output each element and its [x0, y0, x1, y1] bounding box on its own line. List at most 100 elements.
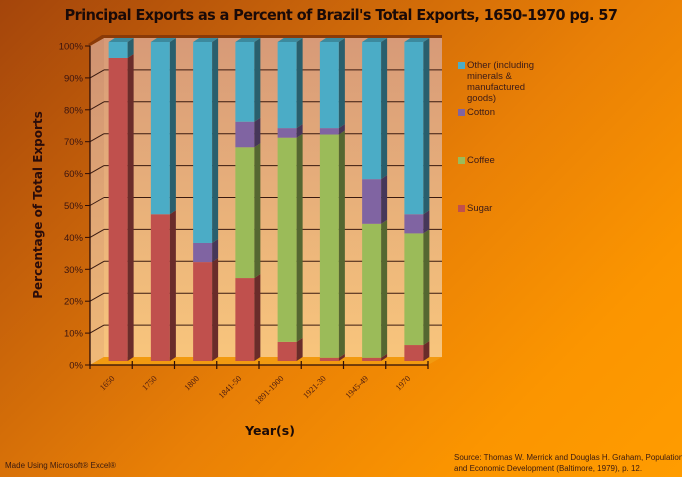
x-tick-label: 1891-1900	[252, 373, 285, 406]
legend-label-sugar: Sugar	[467, 203, 493, 214]
bar-side-cotton	[212, 238, 219, 263]
y-tick-label: 60%	[64, 169, 84, 180]
x-tick-label: 1650	[97, 373, 116, 392]
y-tick-label: 100%	[59, 42, 84, 53]
bar-segment-other	[150, 42, 170, 215]
bar-segment-sugar	[362, 357, 382, 361]
bar-segment-sugar	[193, 262, 213, 361]
bar-side-other	[338, 38, 345, 129]
gridline-side	[89, 101, 105, 111]
bar-side-other	[127, 38, 134, 58]
bar-side-coffee	[423, 229, 430, 346]
bar-segment-cotton	[319, 128, 339, 135]
plot-top-rim	[88, 35, 442, 46]
plot-floor	[90, 357, 442, 365]
source-note: Source: Thomas W. Merrick and Douglas H.…	[454, 452, 682, 474]
bar-segment-cotton	[362, 179, 382, 224]
x-tick-label: 1841-50	[216, 373, 243, 400]
x-tick-label: 1750	[140, 373, 159, 392]
bar-segment-sugar	[150, 214, 170, 361]
y-tick-label: 20%	[64, 297, 84, 308]
source-line-1: Source: Thomas W. Merrick and Douglas H.…	[454, 453, 682, 462]
bar-segment-other	[108, 42, 128, 58]
bar-1891-1900	[277, 38, 303, 361]
bar-segment-other	[235, 42, 255, 122]
y-tick-label: 50%	[64, 201, 84, 212]
bar-side-other	[296, 38, 303, 129]
bar-segment-sugar	[235, 278, 255, 361]
bar-segment-other	[193, 42, 213, 243]
bar-side-sugar	[169, 210, 176, 361]
x-tick-label: 1800	[182, 373, 201, 392]
bar-1841-50	[235, 38, 261, 361]
bar-top-other	[235, 38, 261, 42]
gridline-side	[89, 133, 105, 143]
bar-segment-coffee	[235, 147, 255, 279]
bar-side-sugar	[423, 341, 430, 361]
bar-side-cotton	[296, 124, 303, 138]
bar-top-other	[193, 38, 219, 42]
gridline-side	[89, 69, 105, 79]
bar-segment-other	[319, 42, 339, 129]
bar-side-sugar	[254, 274, 261, 361]
bar-side-coffee	[254, 143, 261, 279]
x-tick-label: 1945-49	[343, 373, 370, 400]
bar-side-coffee	[338, 130, 345, 358]
bar-segment-sugar	[319, 357, 339, 361]
bar-top-other	[108, 38, 134, 42]
bar-segment-coffee	[404, 233, 424, 346]
y-tick-label: 0%	[69, 361, 83, 372]
y-tick-label: 30%	[64, 265, 84, 276]
bar-1800	[193, 38, 219, 361]
legend-swatch-sugar	[458, 205, 465, 212]
bar-segment-cotton	[404, 214, 424, 234]
bar-segment-cotton	[193, 242, 213, 263]
gridline-side	[89, 260, 105, 270]
bar-top-other	[277, 38, 303, 42]
bar-side-other	[423, 38, 430, 215]
bar-segment-sugar	[277, 341, 297, 361]
bar-side-coffee	[381, 219, 388, 358]
bar-segment-other	[362, 42, 382, 180]
bar-1750	[150, 38, 176, 361]
legend-swatch-cotton	[458, 109, 465, 116]
y-tick-label: 10%	[64, 329, 84, 340]
x-tick-label: 1970	[393, 373, 412, 392]
y-tick-label: 80%	[64, 105, 84, 116]
bar-segment-cotton	[235, 121, 255, 148]
y-tick-label: 70%	[64, 137, 84, 148]
bar-side-coffee	[296, 133, 303, 342]
bar-side-other	[169, 38, 176, 215]
gridline-side	[89, 228, 105, 238]
bar-segment-other	[404, 42, 424, 215]
x-axis-label: Year(s)	[245, 423, 295, 438]
bar-side-sugar	[381, 353, 388, 361]
gridline-side	[89, 165, 105, 175]
bar-side-other	[212, 38, 219, 243]
bar-segment-coffee	[277, 137, 297, 342]
bar-top-other	[362, 38, 388, 42]
bar-top-other	[404, 38, 430, 42]
bar-segment-other	[277, 42, 297, 129]
gridline-side	[89, 292, 105, 302]
bar-side-cotton	[423, 210, 430, 234]
bar-1945-49	[362, 38, 388, 361]
bar-1970	[404, 38, 430, 361]
bar-side-cotton	[338, 124, 345, 135]
bar-side-cotton	[381, 175, 388, 224]
chart-title: Principal Exports as a Percent of Brazil…	[64, 6, 618, 24]
bar-top-other	[150, 38, 176, 42]
bar-side-sugar	[127, 53, 134, 361]
bar-segment-sugar	[108, 57, 128, 361]
gridline-side	[89, 324, 105, 334]
legend-label-other: Other (including minerals & manufactured…	[467, 60, 535, 104]
legend-label-cotton: Cotton	[467, 107, 495, 118]
bar-top-other	[319, 38, 345, 42]
y-axis-label: Percentage of Total Exports	[31, 111, 45, 299]
bar-side-other	[254, 38, 261, 122]
x-tick-label: 1921-30	[301, 373, 328, 400]
y-tick-label: 40%	[64, 233, 84, 244]
gridline-side	[89, 197, 105, 206]
y-tick-label: 90%	[64, 73, 84, 84]
